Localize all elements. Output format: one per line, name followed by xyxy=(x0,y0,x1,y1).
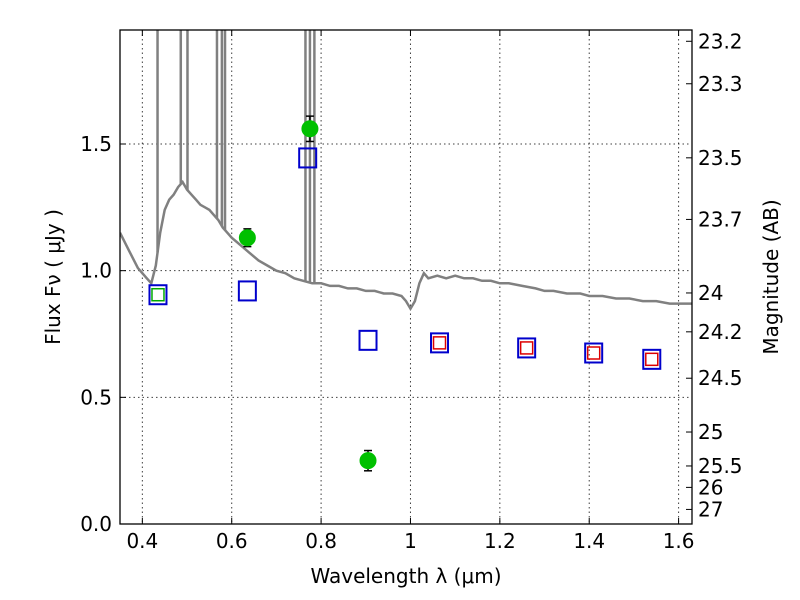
y-tick-label: 0.5 xyxy=(80,385,112,409)
observed-point xyxy=(359,452,377,470)
x-axis-label: Wavelength λ (μm) xyxy=(310,564,501,588)
model-inner-red xyxy=(432,336,447,350)
right-tick-label: 24 xyxy=(698,281,723,305)
right-tick-label: 26 xyxy=(698,475,723,499)
model-box xyxy=(642,348,662,370)
right-tick-label: 23.2 xyxy=(698,29,743,53)
right-tick-label: 23.7 xyxy=(698,207,743,231)
right-tick-label: 24.5 xyxy=(698,366,743,390)
tick-layer: 0.4 0.6 0.8 1 1.2 1.4 1.6 0.0 0.5 1.0 1.5 23.2 23.3 2… xyxy=(80,29,742,553)
x-tick-label: 1 xyxy=(404,529,417,553)
spectrum-layer xyxy=(120,30,692,312)
right-tick-label: 27 xyxy=(698,497,723,521)
observed-point xyxy=(238,229,256,247)
model-box xyxy=(584,342,604,364)
model-box xyxy=(358,329,378,351)
model-inner-red xyxy=(519,341,534,355)
marker-layer xyxy=(148,115,662,472)
model-inner-red xyxy=(586,346,601,360)
x-tick-label: 0.6 xyxy=(216,529,248,553)
x-tick-label: 1.2 xyxy=(484,529,516,553)
right-axis-label: Magnitude (AB) xyxy=(759,199,783,354)
x-tick-label: 0.4 xyxy=(126,529,158,553)
observed-point xyxy=(301,120,319,138)
spectrum-line xyxy=(120,179,692,312)
x-tick-label: 1.6 xyxy=(663,529,695,553)
model-box xyxy=(298,147,318,169)
right-tick-label: 23.5 xyxy=(698,146,743,170)
right-tick-label: 25.5 xyxy=(698,454,743,478)
model-box xyxy=(430,332,450,354)
y-tick-label: 0.0 xyxy=(80,512,112,536)
x-tick-label: 1.4 xyxy=(573,529,605,553)
model-box xyxy=(148,284,168,306)
right-tick-label: 23.3 xyxy=(698,72,743,96)
right-tick-label: 25 xyxy=(698,420,723,444)
grid-lines xyxy=(120,30,692,524)
plot-frame xyxy=(119,29,693,525)
y-tick-label: 1.0 xyxy=(80,259,112,283)
model-inner-green xyxy=(151,287,165,302)
model-inner-red xyxy=(645,352,659,367)
model-box xyxy=(237,280,257,302)
model-box xyxy=(517,337,537,359)
x-tick-label: 0.8 xyxy=(305,529,337,553)
y-tick-label: 1.5 xyxy=(80,132,112,156)
y-axis-label: Flux Fν ( μJy ) xyxy=(41,209,65,345)
right-tick-label: 24.2 xyxy=(698,320,743,344)
